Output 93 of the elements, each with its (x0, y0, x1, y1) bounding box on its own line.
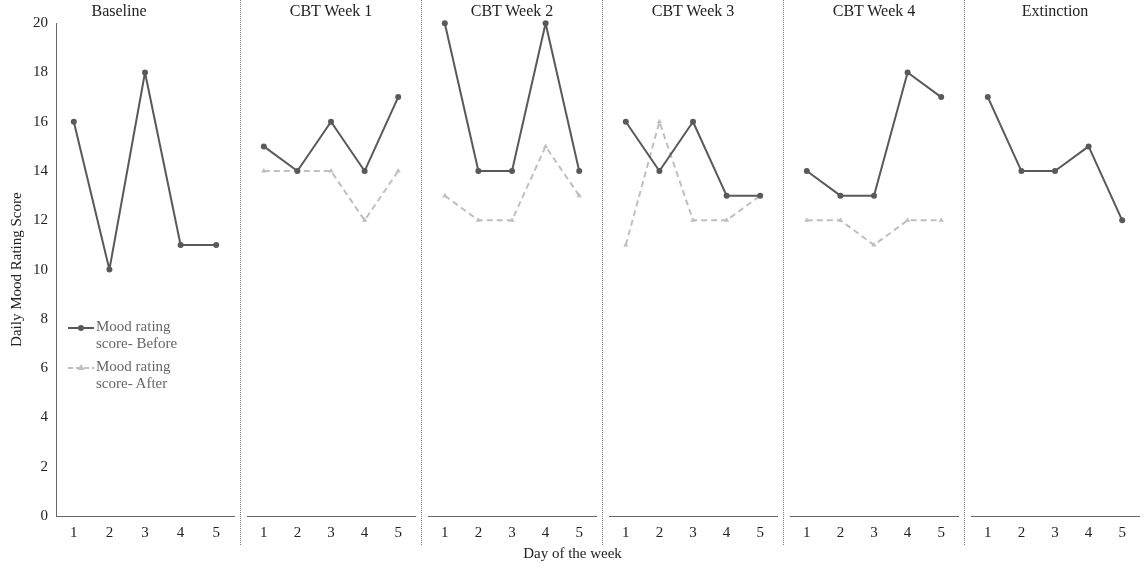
point (690, 217, 696, 222)
x-tick-label: 4 (360, 523, 369, 540)
y-axis-title: Daily Mood Rating Score (7, 191, 24, 347)
point (1052, 168, 1058, 175)
point (837, 192, 844, 199)
y-tick-label: 20 (33, 14, 48, 31)
point (656, 118, 662, 124)
x-tick-label: 5 (394, 523, 402, 540)
point (576, 168, 583, 175)
point (724, 217, 730, 222)
x-tick-label: 5 (212, 523, 220, 540)
chart-title: CBT Week 3 (651, 1, 735, 19)
x-tick-label: 3 (327, 523, 335, 540)
x-tick-label: 4 (722, 523, 731, 540)
x-tick-label: 1 (803, 523, 811, 540)
point (509, 168, 515, 175)
y-tick-label: 6 (40, 359, 49, 376)
x-tick-label: 3 (508, 523, 516, 540)
point (1119, 217, 1126, 224)
chart-title: CBT Week 4 (832, 1, 916, 19)
x-axis-title: Day of the week (522, 545, 623, 563)
point (213, 241, 220, 248)
point (509, 217, 515, 222)
x-tick-label: 4 (903, 523, 912, 540)
chart-title: Extinction (1021, 1, 1089, 19)
point (328, 118, 334, 125)
legend-label: Mood rating score- After (96, 358, 172, 392)
y-tick-label: 14 (33, 161, 49, 178)
point (1018, 168, 1025, 175)
y-tick-label: 12 (33, 211, 48, 228)
point (328, 168, 334, 173)
point (441, 20, 448, 27)
point (106, 266, 113, 273)
x-tick-label: 4 (541, 523, 550, 540)
point (690, 118, 696, 125)
x-tick-label: 2 (105, 523, 114, 540)
chart-title: CBT Week 2 (470, 1, 554, 19)
point (938, 217, 944, 222)
y-tick-label: 10 (33, 260, 48, 277)
x-tick-label: 2 (655, 523, 664, 540)
point (475, 217, 481, 222)
point (871, 192, 877, 199)
y-tick-label: 4 (40, 408, 49, 425)
point (905, 217, 911, 222)
x-tick-label: 3 (870, 523, 878, 540)
y-tick-label: 0 (40, 506, 48, 523)
x-tick-label: 3 (689, 523, 697, 540)
point (395, 94, 402, 101)
y-tick-label: 18 (33, 63, 48, 80)
point (361, 168, 368, 175)
point (70, 118, 77, 125)
point (1085, 143, 1092, 150)
x-tick-label: 4 (1084, 523, 1093, 540)
y-tick-label: 2 (40, 457, 48, 474)
point (723, 192, 730, 199)
x-tick-label: 1 (441, 523, 449, 540)
point (177, 241, 184, 248)
point (837, 217, 843, 222)
x-tick-label: 1 (622, 523, 630, 540)
x-tick-label: 5 (1118, 523, 1126, 540)
point (904, 69, 911, 76)
legend-label: Mood rating score- Before (96, 318, 179, 352)
x-tick-label: 5 (756, 523, 764, 540)
y-tick-label: 8 (40, 309, 48, 326)
x-tick-label: 1 (984, 523, 992, 540)
point (803, 168, 810, 175)
chart-title: CBT Week 1 (289, 1, 373, 19)
point (656, 168, 663, 175)
x-tick-label: 1 (70, 523, 78, 540)
point (984, 94, 991, 101)
point (261, 168, 267, 173)
point (142, 69, 148, 76)
x-tick-label: 2 (474, 523, 483, 540)
point (260, 143, 267, 150)
chart-title: Baseline (91, 1, 147, 19)
x-tick-label: 4 (176, 523, 185, 540)
x-tick-label: 5 (575, 523, 583, 540)
x-tick-label: 2 (836, 523, 845, 540)
y-tick-label: 16 (33, 112, 49, 129)
x-tick-label: 3 (141, 523, 149, 540)
x-tick-label: 2 (293, 523, 302, 540)
x-tick-label: 3 (1051, 523, 1059, 540)
x-tick-label: 2 (1017, 523, 1026, 540)
point (622, 118, 629, 125)
x-tick-label: 5 (937, 523, 945, 540)
point (362, 217, 368, 222)
point (543, 143, 549, 148)
point (804, 217, 810, 222)
point (542, 20, 549, 27)
x-tick-label: 1 (260, 523, 268, 540)
point (938, 94, 945, 101)
point (395, 168, 401, 173)
point (475, 168, 482, 175)
